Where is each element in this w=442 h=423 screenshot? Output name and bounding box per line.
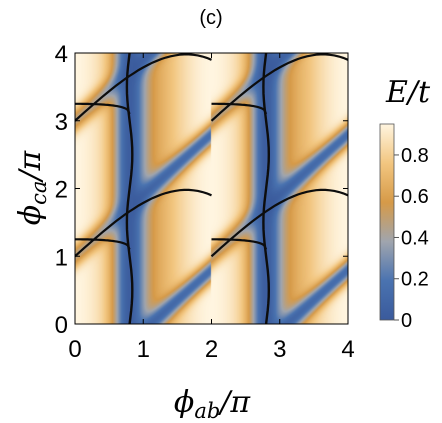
y-tick-label: 1 (55, 244, 68, 271)
y-tick-label: 2 (55, 177, 68, 204)
curved-dark-line (211, 238, 268, 250)
x-tick-label: 2 (205, 336, 218, 363)
colorbar-title: E/t (385, 75, 431, 110)
x-axis-ticks: 0 1 2 3 4 (68, 53, 355, 363)
x-axis-title: ϕab/π (174, 385, 252, 423)
heatmap-image (75, 53, 348, 324)
colorbar-tick-label: 0.2 (401, 269, 429, 291)
x-tick-label: 0 (68, 336, 81, 363)
panel-label: (c) (199, 7, 222, 29)
diagonal-dark-line (210, 188, 348, 258)
curved-dark-line (211, 102, 268, 115)
y-tick-label: 3 (55, 109, 68, 136)
diagonal-dark-line (210, 53, 348, 122)
x-tick-label: 4 (341, 336, 354, 363)
diagonal-dark-line (75, 188, 212, 258)
y-axis-ticks: 0 1 2 3 4 (55, 41, 348, 339)
y-tick-label: 4 (55, 41, 68, 68)
y-axis-title: ϕca/π (13, 149, 51, 225)
x-tick-label: 3 (273, 336, 286, 363)
colorbar-ticks: 0 0.2 0.4 0.6 0.8 (394, 145, 429, 332)
curved-dark-line (75, 102, 131, 115)
vertical-dark-line (262, 53, 271, 324)
diagonal-dark-line (75, 53, 212, 122)
colorbar-tick-label: 0.8 (401, 145, 429, 167)
y-tick-label: 0 (55, 312, 68, 339)
heatmap-dark-lines (75, 53, 348, 324)
colorbar-tick-label: 0.6 (401, 186, 429, 208)
x-tick-label: 1 (137, 336, 150, 363)
colorbar (379, 123, 395, 321)
colorbar-tick-label: 0.4 (401, 227, 429, 249)
colorbar-tick-label: 0 (401, 310, 412, 332)
curved-dark-line (75, 238, 131, 250)
vertical-dark-line (125, 53, 134, 324)
